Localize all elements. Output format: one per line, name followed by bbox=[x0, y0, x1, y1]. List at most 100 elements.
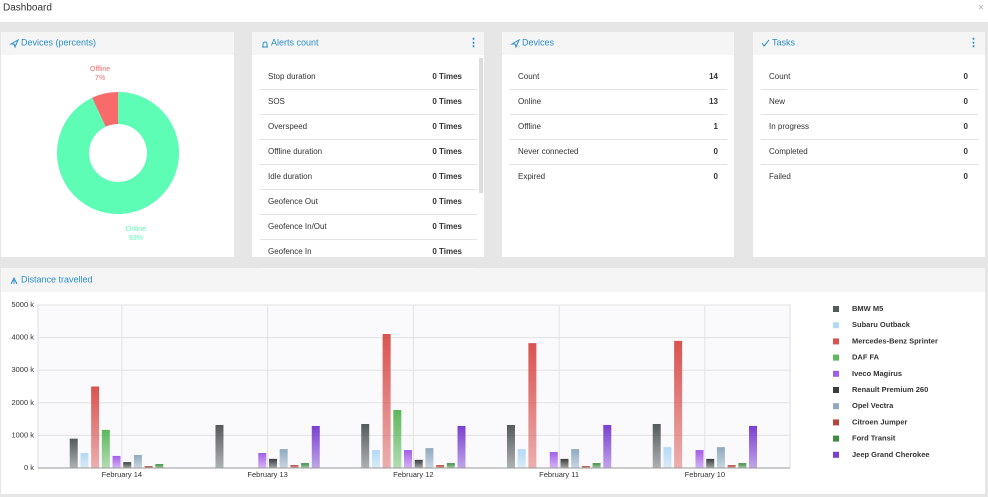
panel bbox=[753, 32, 985, 257]
panel bbox=[1, 32, 234, 257]
legend-label: Subaru Outback bbox=[852, 320, 911, 329]
row-value: 0 Times bbox=[432, 147, 462, 156]
y-tick-label: 4000 k bbox=[11, 333, 34, 342]
bar bbox=[517, 449, 526, 468]
legend-swatch bbox=[833, 370, 839, 377]
scrollbar[interactable] bbox=[479, 58, 483, 193]
panel-title: Distance travelled bbox=[21, 274, 93, 284]
legend-label: BMW M5 bbox=[852, 304, 883, 313]
bar bbox=[603, 424, 612, 468]
row-value: 0 Times bbox=[432, 247, 462, 256]
row-value: 0 bbox=[964, 147, 969, 156]
bar bbox=[436, 465, 445, 468]
bar bbox=[279, 449, 288, 468]
bar bbox=[268, 458, 277, 468]
panel-title: Devices (percents) bbox=[21, 37, 96, 47]
y-tick-label: 2000 k bbox=[11, 398, 34, 407]
legend-swatch bbox=[833, 322, 839, 329]
panel-title: Alerts count bbox=[271, 37, 319, 47]
row-value: 0 bbox=[714, 147, 719, 156]
slice-label: Online bbox=[126, 226, 146, 233]
icon bbox=[262, 41, 268, 48]
bar bbox=[215, 424, 224, 468]
bar bbox=[549, 452, 558, 468]
y-tick-label: 1000 k bbox=[11, 430, 34, 439]
legend-label: Iveco Magirus bbox=[852, 369, 902, 378]
panel-title: Tasks bbox=[772, 37, 796, 47]
row-value: 0 bbox=[964, 172, 969, 181]
row-label: Failed bbox=[769, 172, 791, 181]
bar bbox=[425, 448, 434, 468]
icon bbox=[10, 276, 18, 285]
menu-button[interactable]: ⋮ bbox=[968, 37, 979, 49]
legend-swatch bbox=[833, 354, 839, 361]
x-tick-label: February 13 bbox=[247, 470, 287, 479]
slice-value-label: 7% bbox=[95, 75, 105, 82]
bar bbox=[749, 425, 758, 468]
legend-label: Opel Vectra bbox=[852, 401, 894, 410]
icon bbox=[9, 38, 20, 49]
row-value: 0 Times bbox=[432, 222, 462, 231]
bar bbox=[361, 423, 370, 468]
legend-label: Citroen Jumper bbox=[852, 417, 908, 426]
x-tick-label: February 14 bbox=[102, 470, 142, 479]
pie-slice bbox=[92, 92, 118, 127]
row-label: New bbox=[769, 97, 785, 106]
row-label: Stop duration bbox=[268, 72, 316, 81]
icon bbox=[761, 39, 770, 47]
bar bbox=[301, 463, 310, 468]
row-label: Offline bbox=[518, 122, 542, 131]
row-label: Offline duration bbox=[268, 147, 322, 156]
plot-area bbox=[37, 304, 791, 469]
legend-label: DAF FA bbox=[852, 353, 880, 362]
x-tick-label: February 11 bbox=[539, 470, 579, 479]
bar bbox=[393, 409, 402, 468]
bar bbox=[382, 334, 391, 468]
row-label: In progress bbox=[769, 122, 809, 131]
top-bar bbox=[0, 0, 988, 22]
legend-swatch bbox=[833, 435, 839, 442]
panel-header bbox=[753, 32, 985, 55]
row-value: 0 Times bbox=[432, 122, 462, 131]
menu-button[interactable]: ⋮ bbox=[468, 37, 479, 49]
legend-swatch bbox=[833, 403, 839, 410]
bar bbox=[258, 453, 267, 468]
row-value: 0 bbox=[964, 97, 969, 106]
bar bbox=[695, 450, 704, 468]
y-tick-label: 5000 k bbox=[11, 300, 34, 309]
bar bbox=[592, 463, 601, 468]
slice-label: Offline bbox=[90, 66, 110, 73]
bar bbox=[560, 458, 569, 468]
bar bbox=[706, 458, 715, 468]
x-tick-label: February 10 bbox=[685, 470, 725, 479]
bar bbox=[652, 423, 661, 468]
row-value: 0 bbox=[964, 122, 969, 131]
legend-label: Ford Transit bbox=[852, 434, 896, 443]
bar bbox=[311, 425, 320, 468]
row-label: Geofence In/Out bbox=[268, 222, 327, 231]
legend-swatch bbox=[833, 306, 839, 312]
bar bbox=[457, 425, 466, 468]
row-label: SOS bbox=[268, 97, 285, 106]
panel-header bbox=[502, 32, 734, 55]
bar bbox=[144, 466, 153, 468]
panel-title: Devices bbox=[522, 37, 555, 47]
bar bbox=[738, 463, 747, 468]
row-label: Geofence Out bbox=[268, 197, 319, 206]
bar bbox=[446, 463, 455, 468]
panel-header bbox=[1, 32, 234, 55]
row-label: Overspeed bbox=[268, 122, 307, 131]
bar bbox=[581, 466, 590, 468]
row-value: 13 bbox=[709, 97, 718, 106]
x-tick-label: February 12 bbox=[393, 470, 433, 479]
panel-header bbox=[1, 268, 985, 292]
close-button[interactable]: × bbox=[978, 3, 984, 14]
row-value: 0 Times bbox=[432, 197, 462, 206]
row-label: Count bbox=[518, 72, 540, 81]
bar bbox=[133, 454, 142, 468]
legend-swatch bbox=[833, 451, 839, 458]
panel bbox=[502, 32, 734, 257]
bar bbox=[101, 429, 110, 468]
row-label: Completed bbox=[769, 147, 808, 156]
